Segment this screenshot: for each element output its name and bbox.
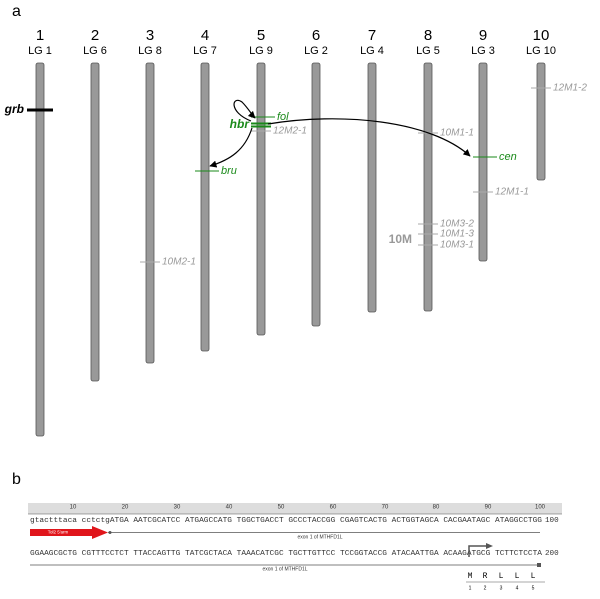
marker-label: 12M1-2 [553, 83, 587, 94]
marker-label: 10M3-1 [440, 240, 474, 251]
linkage-group: LG 5 [416, 45, 440, 57]
start-arrow-head [486, 543, 493, 549]
residue-number: 5 [532, 585, 535, 591]
residue: L [531, 572, 536, 581]
chromosome-number: 1 [36, 27, 44, 44]
marker-label: 10M3-2 [440, 219, 474, 230]
ruler-label: 30 [174, 505, 181, 511]
ruler-label: 60 [330, 505, 337, 511]
position: 200 [545, 550, 559, 558]
cluster-label: 10M [389, 232, 412, 246]
chromosome [145, 62, 155, 364]
chromosome [200, 62, 210, 352]
ruler-label: 50 [278, 505, 285, 511]
linkage-group: LG 2 [304, 45, 328, 57]
chromosome [423, 62, 433, 312]
ruler-label: 10 [70, 505, 77, 511]
residue: R [483, 572, 488, 581]
marker-label: 12M2-1 [273, 126, 307, 137]
exon-end [537, 563, 541, 567]
marker-label: cen [499, 151, 517, 163]
residue-number: 2 [484, 585, 487, 591]
marker-label: bru [221, 165, 237, 177]
ruler-label: 70 [382, 505, 389, 511]
linkage-group: LG 10 [526, 45, 556, 57]
ruler-label: 40 [226, 505, 233, 511]
marker-label: hbr [230, 117, 251, 131]
chromosome-number: 5 [257, 27, 265, 44]
chromosome [256, 62, 266, 336]
sequence: GGAAGCGCTG CGTTTCCTCT TTACCAGTTG TATCGCT… [30, 550, 542, 558]
linkage-group: LG 7 [193, 45, 217, 57]
feature-label: Tol2 5'arm [48, 530, 69, 535]
chromosome [311, 62, 321, 327]
exon-label: exon 1 of MTHFD1L [297, 534, 342, 540]
panel-label: b [12, 471, 21, 488]
chromosome [90, 62, 100, 382]
ruler-label: 20 [122, 505, 129, 511]
chromosome-number: 6 [312, 27, 320, 44]
chromosome-number: 2 [91, 27, 99, 44]
chromosome [478, 62, 488, 262]
linkage-group: LG 6 [83, 45, 107, 57]
ruler-label: 90 [485, 505, 492, 511]
tol2-arrow [30, 526, 108, 539]
chromosome-number: 8 [424, 27, 432, 44]
linkage-group: LG 8 [138, 45, 162, 57]
marker-label: 10M2-1 [162, 257, 196, 268]
chromosome-number: 3 [146, 27, 154, 44]
residue-number: 3 [500, 585, 503, 591]
chromosome-number: 10 [533, 27, 550, 44]
chromosome [35, 62, 45, 437]
panel-label: a [12, 3, 21, 20]
marker-label: fol [277, 111, 289, 123]
exon-label: exon 1 of MTHFD1L [262, 566, 307, 572]
ruler [28, 503, 562, 514]
arrow [267, 118, 471, 157]
start-arrow [468, 545, 488, 557]
linkage-group: LG 1 [28, 45, 52, 57]
arrow [209, 127, 253, 168]
exon-end [108, 531, 112, 534]
linkage-group: LG 3 [471, 45, 495, 57]
arrow [233, 99, 256, 122]
residue: M [468, 572, 473, 581]
chromosome-number: 7 [368, 27, 376, 44]
ruler-label: 80 [433, 505, 440, 511]
chromosome-number: 9 [479, 27, 487, 44]
marker-label: 12M1-1 [495, 187, 529, 198]
chromosome [536, 62, 546, 181]
residue: L [515, 572, 520, 581]
ruler-label: 100 [535, 505, 546, 511]
chromosome-number: 4 [201, 27, 209, 44]
linkage-group: LG 4 [360, 45, 384, 57]
residue-number: 1 [469, 585, 472, 591]
position: 100 [545, 517, 559, 525]
residue-number: 4 [516, 585, 519, 591]
residue: L [499, 572, 504, 581]
marker-label: 10M1-3 [440, 229, 474, 240]
sequence: gtactttaca cctctgATGA AATCGCATCC ATGAGCC… [30, 517, 542, 525]
chromosome [367, 62, 377, 313]
marker-label: grb [4, 102, 24, 116]
marker-label: 10M1-1 [440, 128, 474, 139]
linkage-group: LG 9 [249, 45, 273, 57]
